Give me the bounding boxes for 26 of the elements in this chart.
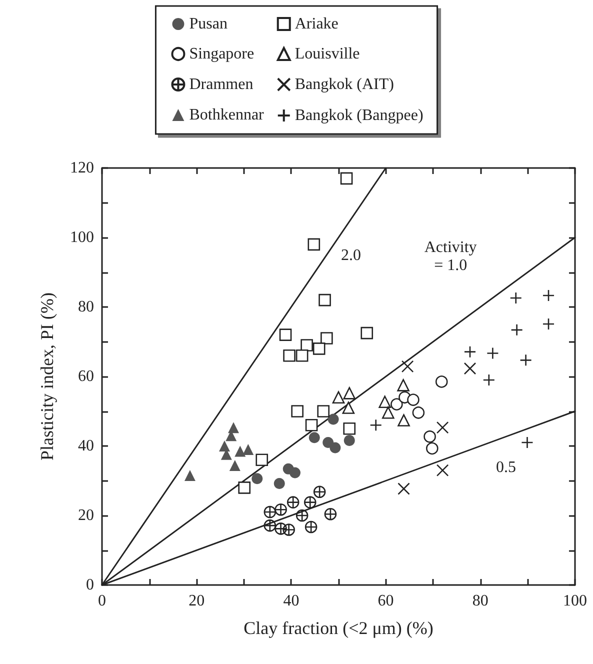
legend-label: Louisville <box>294 46 360 62</box>
legend-label: Bangkok (AIT) <box>294 76 394 93</box>
legend-label: Bothkennar <box>189 106 265 124</box>
y-tick-label: 80 <box>78 298 94 316</box>
legend-label: Pusan <box>189 16 228 32</box>
legend-label: Bangkok (Bangpee) <box>294 107 424 124</box>
y-tick-label: 60 <box>78 368 94 385</box>
x-tick-label: 100 <box>563 592 587 610</box>
y-tick-label: 40 <box>78 438 94 454</box>
x-tick-label: 20 <box>188 592 205 610</box>
x-tick-label: 40 <box>283 592 300 610</box>
legend-label: Drammen <box>189 76 254 93</box>
x-tick-label: 0 <box>98 592 106 610</box>
y-axis-title: Plasticity index, PI (%) <box>37 292 57 460</box>
y-tick-label: 100 <box>70 229 94 246</box>
x-tick-label: 80 <box>472 592 488 610</box>
series-label: 0.5 <box>496 458 516 476</box>
x-axis-title: Clay fraction (<2 μm) (%) <box>244 618 434 638</box>
y-tick-label: 0 <box>86 576 94 594</box>
legend-label: Ariake <box>294 16 338 32</box>
y-tick-label: 120 <box>70 160 94 176</box>
y-tick-label: 20 <box>78 507 94 524</box>
series-label: Activity = 1.0 <box>424 239 477 274</box>
series-label: 2.0 <box>341 246 362 264</box>
x-tick-label: 60 <box>378 592 394 610</box>
legend-label: Singapore <box>189 46 254 62</box>
